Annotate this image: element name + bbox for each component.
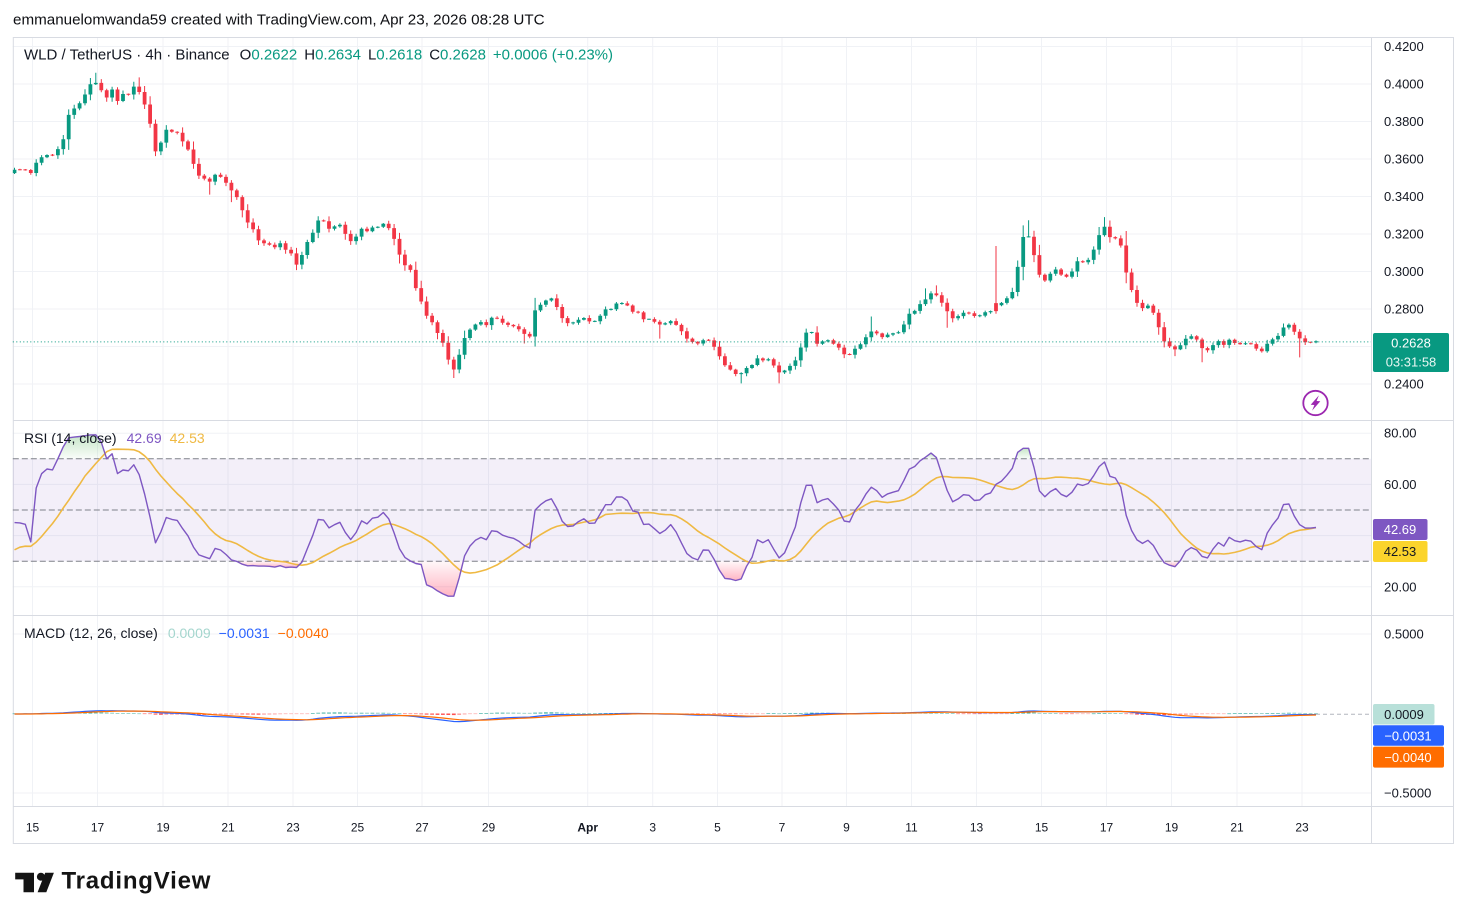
svg-text:29: 29	[482, 821, 496, 835]
svg-text:0.5000: 0.5000	[1384, 627, 1424, 642]
svg-text:03:31:58: 03:31:58	[1386, 355, 1437, 370]
svg-text:60.00: 60.00	[1384, 477, 1417, 492]
svg-text:80.00: 80.00	[1384, 426, 1417, 441]
svg-text:19: 19	[1165, 821, 1179, 835]
svg-text:7: 7	[779, 821, 786, 835]
svg-text:42.53: 42.53	[1384, 544, 1417, 559]
svg-text:0.4000: 0.4000	[1384, 77, 1424, 92]
svg-text:27: 27	[415, 821, 429, 835]
svg-text:0.3200: 0.3200	[1384, 227, 1424, 242]
svg-text:0.2800: 0.2800	[1384, 302, 1424, 317]
svg-text:TradingView: TradingView	[62, 868, 212, 895]
svg-text:21: 21	[221, 821, 235, 835]
svg-text:23: 23	[1295, 821, 1309, 835]
svg-text:0.2400: 0.2400	[1384, 377, 1424, 392]
svg-text:0.3800: 0.3800	[1384, 114, 1424, 129]
svg-text:13: 13	[970, 821, 984, 835]
svg-text:−0.5000: −0.5000	[1384, 786, 1431, 801]
svg-text:−0.0040: −0.0040	[1384, 750, 1431, 765]
svg-text:emmanuelomwanda59 created with: emmanuelomwanda59 created with TradingVi…	[13, 12, 545, 29]
svg-text:−0.0031: −0.0031	[1384, 729, 1431, 744]
svg-text:42.69: 42.69	[1384, 522, 1417, 537]
svg-text:0.3000: 0.3000	[1384, 264, 1424, 279]
svg-text:21: 21	[1230, 821, 1244, 835]
svg-text:Apr: Apr	[577, 821, 598, 835]
svg-text:17: 17	[91, 821, 105, 835]
svg-text:25: 25	[351, 821, 365, 835]
svg-text:15: 15	[1035, 821, 1049, 835]
svg-text:0.3600: 0.3600	[1384, 152, 1424, 167]
svg-text:0.3400: 0.3400	[1384, 189, 1424, 204]
svg-text:23: 23	[286, 821, 300, 835]
svg-text:3: 3	[649, 821, 656, 835]
svg-text:17: 17	[1100, 821, 1114, 835]
svg-text:15: 15	[26, 821, 40, 835]
svg-text:5: 5	[714, 821, 721, 835]
svg-text:19: 19	[156, 821, 170, 835]
svg-text:9: 9	[843, 821, 850, 835]
svg-text:0.0009: 0.0009	[1384, 707, 1424, 722]
svg-text:MACD (12, 26, close)0.0009−0.0: MACD (12, 26, close) 0.0009 −0.0031 −0.0040	[24, 625, 329, 641]
svg-text:0.2628: 0.2628	[1391, 336, 1431, 351]
svg-text:0.4200: 0.4200	[1384, 39, 1424, 54]
svg-text:11: 11	[905, 821, 918, 835]
svg-text:20.00: 20.00	[1384, 579, 1417, 594]
